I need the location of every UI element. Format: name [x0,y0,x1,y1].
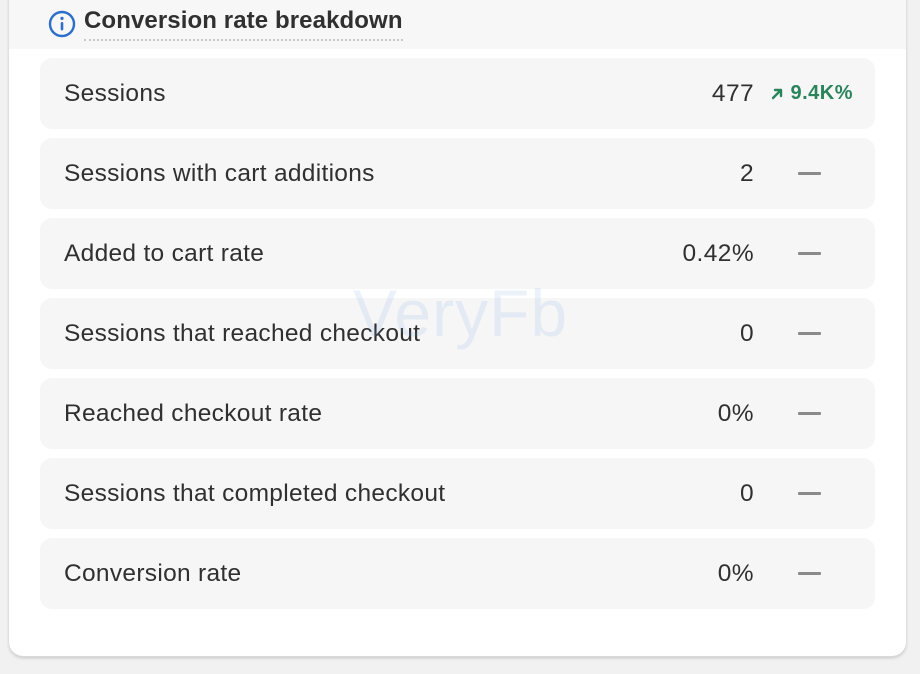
no-change-dash [798,412,821,415]
no-change-dash [798,252,821,255]
metric-row-conversion-rate: Conversion rate 0% [40,538,875,609]
metric-value: 0% [717,560,754,587]
no-change-dash [798,572,821,575]
metric-row-sessions-reached-checkout: Sessions that reached checkout 0 [40,298,875,369]
no-change-dash [798,332,821,335]
metric-label: Reached checkout rate [64,400,323,427]
metric-label: Added to cart rate [64,240,265,267]
metrics-list: Sessions 477 9.4K% Sessions with cart ad… [40,58,875,618]
metric-value: 0 [739,320,754,347]
metric-label: Sessions with cart additions [64,160,375,187]
metric-label: Conversion rate [64,560,242,587]
arrow-up-right-icon [772,88,783,99]
info-icon[interactable] [48,10,76,38]
metric-value: 477 [711,80,754,107]
no-change-dash [798,492,821,495]
metric-row-added-to-cart-rate: Added to cart rate 0.42% [40,218,875,289]
metric-value: 0 [739,480,754,507]
card-title[interactable]: Conversion rate breakdown [84,6,403,41]
metric-label: Sessions that completed checkout [64,480,446,507]
metric-row-sessions-with-cart-additions: Sessions with cart additions 2 [40,138,875,209]
card-header: Conversion rate breakdown [9,0,906,49]
metric-row-reached-checkout-rate: Reached checkout rate 0% [40,378,875,449]
conversion-breakdown-card: Conversion rate breakdown Sessions 477 9… [9,0,906,656]
no-change-dash [798,172,821,175]
metric-label: Sessions [64,80,166,107]
metric-row-sessions: Sessions 477 9.4K% [40,58,875,129]
metric-change-value: 9.4K% [790,82,853,104]
metric-label: Sessions that reached checkout [64,320,421,347]
metric-value: 2 [739,160,754,187]
metric-value: 0.42% [682,240,754,267]
metric-row-sessions-completed-checkout: Sessions that completed checkout 0 [40,458,875,529]
metric-value: 0% [717,400,754,427]
metric-change-up: 9.4K% [770,58,853,129]
